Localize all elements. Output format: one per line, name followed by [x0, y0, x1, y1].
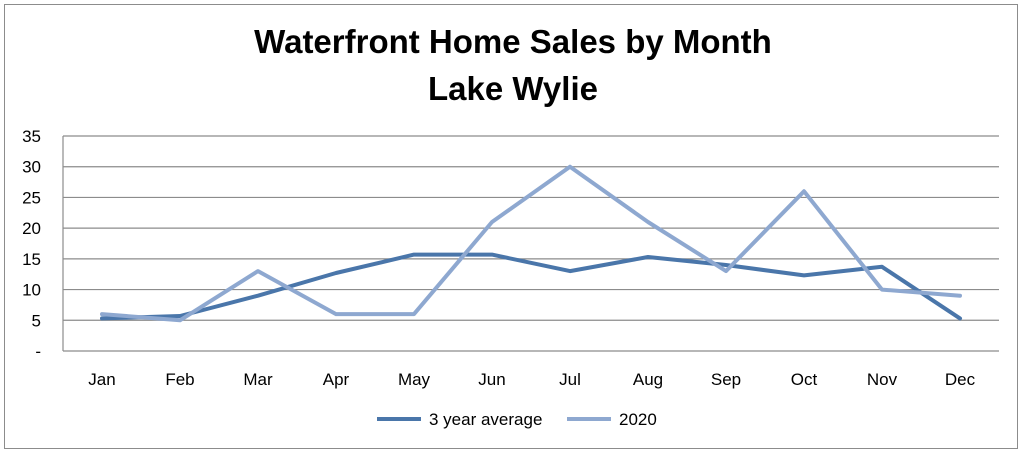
x-tick-label: Feb [165, 370, 194, 389]
y-tick-label: 30 [22, 158, 41, 177]
x-tick-label: Mar [243, 370, 273, 389]
y-tick-label: - [35, 342, 41, 361]
line-chart: Waterfront Home Sales by Month Lake Wyli… [22, 23, 999, 429]
y-tick-label: 35 [22, 127, 41, 146]
x-tick-label: May [398, 370, 431, 389]
y-tick-label: 5 [32, 311, 41, 330]
x-tick-label: Aug [633, 370, 663, 389]
x-tick-label: Oct [791, 370, 818, 389]
chart-subtitle: Lake Wylie [428, 70, 598, 107]
chart-frame: Waterfront Home Sales by Month Lake Wyli… [4, 4, 1018, 449]
legend: 3 year average 2020 [377, 410, 657, 429]
x-tick-label: Sep [711, 370, 741, 389]
x-tick-label: Jul [559, 370, 581, 389]
series-line-1 [100, 252, 962, 321]
chart-title: Waterfront Home Sales by Month [254, 23, 772, 60]
x-tick-label: Dec [945, 370, 976, 389]
x-tick-label: Jan [88, 370, 115, 389]
series-line-2 [100, 164, 962, 323]
y-tick-label: 15 [22, 250, 41, 269]
y-tick-label: 20 [22, 219, 41, 238]
y-tick-label: 10 [22, 281, 41, 300]
plot-area: - 5 10 15 20 25 30 35 Jan Feb Mar Apr May Jun Jul Aug Se… [22, 127, 999, 389]
x-tick-label: Jun [478, 370, 505, 389]
y-tick-label: 25 [22, 188, 41, 207]
x-tick-label: Nov [867, 370, 898, 389]
legend-label: 3 year average [429, 410, 542, 429]
x-tick-label: Apr [323, 370, 350, 389]
legend-label: 2020 [619, 410, 657, 429]
